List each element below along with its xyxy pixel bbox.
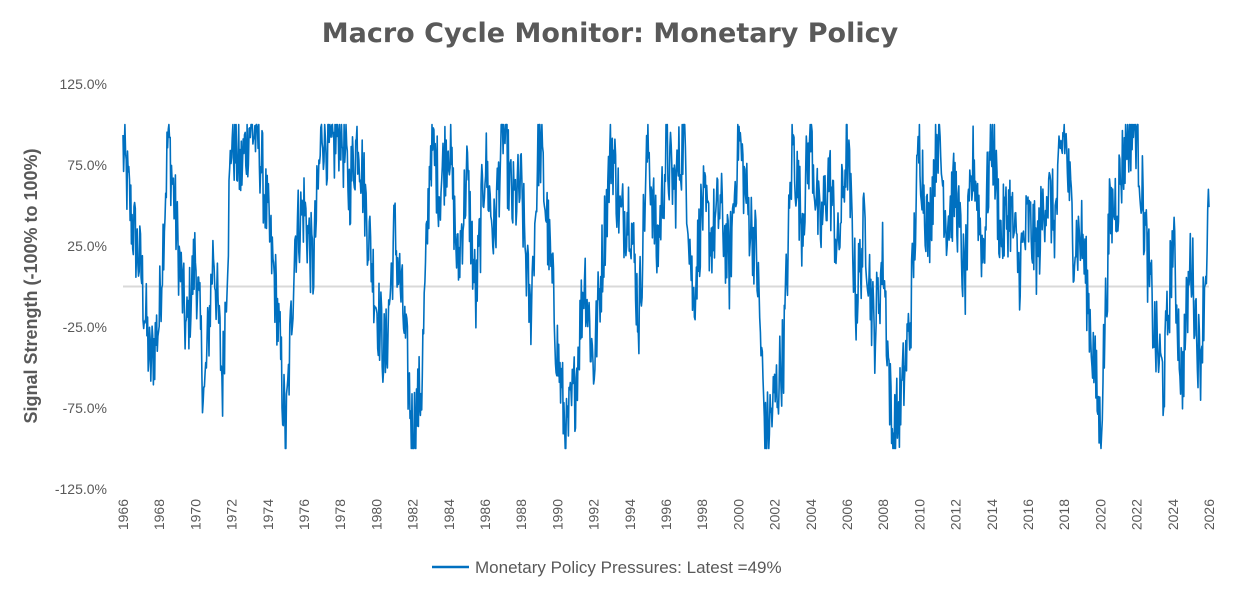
x-tick-label: 1976 bbox=[296, 499, 312, 530]
y-tick-label: 75.0% bbox=[67, 157, 107, 173]
y-tick-label: 25.0% bbox=[67, 238, 107, 254]
x-tick-label: 2022 bbox=[1129, 499, 1145, 530]
x-tick-label: 1970 bbox=[187, 499, 203, 530]
series-line bbox=[122, 123, 1210, 450]
x-tick-label: 2014 bbox=[984, 499, 1000, 530]
y-tick-label: -25.0% bbox=[63, 319, 107, 335]
series-group bbox=[122, 123, 1210, 450]
x-axis-ticks: 1966 1968 1970 1972 1974 1976 1978 1980 1982 1984… bbox=[115, 499, 1217, 530]
x-tick-label: 2020 bbox=[1092, 499, 1108, 530]
x-tick-label: 2012 bbox=[948, 499, 964, 530]
x-tick-label: 2010 bbox=[911, 499, 927, 530]
legend: Monetary Policy Pressures: Latest =49% bbox=[432, 558, 782, 577]
x-tick-label: 1992 bbox=[586, 499, 602, 530]
x-tick-label: 1968 bbox=[151, 499, 167, 530]
x-tick-label: 2006 bbox=[839, 499, 855, 530]
x-tick-label: 2000 bbox=[730, 499, 746, 530]
x-tick-label: 2026 bbox=[1201, 499, 1217, 530]
x-tick-label: 1990 bbox=[549, 499, 565, 530]
y-tick-label: -75.0% bbox=[63, 400, 107, 416]
y-tick-label: -125.0% bbox=[55, 481, 107, 497]
x-tick-label: 1988 bbox=[513, 499, 529, 530]
y-tick-label: 125.0% bbox=[60, 76, 107, 92]
x-tick-label: 1978 bbox=[332, 499, 348, 530]
y-axis-label: Signal Strength (-100% to 100%) bbox=[21, 148, 41, 423]
x-tick-label: 1982 bbox=[405, 499, 421, 530]
chart-title: Macro Cycle Monitor: Monetary Policy bbox=[322, 18, 899, 49]
x-tick-label: 1984 bbox=[441, 499, 457, 530]
x-tick-label: 1986 bbox=[477, 499, 493, 530]
x-tick-label: 1972 bbox=[224, 499, 240, 530]
x-tick-label: 2002 bbox=[767, 499, 783, 530]
legend-label: Monetary Policy Pressures: Latest =49% bbox=[475, 558, 782, 577]
x-tick-label: 2018 bbox=[1056, 499, 1072, 530]
x-tick-label: 2008 bbox=[875, 499, 891, 530]
x-tick-label: 1994 bbox=[622, 499, 638, 530]
x-tick-label: 2004 bbox=[803, 499, 819, 530]
x-tick-label: 1974 bbox=[260, 499, 276, 530]
x-tick-label: 1980 bbox=[368, 499, 384, 530]
x-tick-label: 1996 bbox=[658, 499, 674, 530]
x-tick-label: 1966 bbox=[115, 499, 131, 530]
x-tick-label: 2016 bbox=[1020, 499, 1036, 530]
x-tick-label: 2024 bbox=[1165, 499, 1181, 530]
y-axis-ticks: 125.0% 75.0% 25.0% -25.0% -75.0% -125.0% bbox=[55, 76, 107, 497]
x-tick-label: 1998 bbox=[694, 499, 710, 530]
